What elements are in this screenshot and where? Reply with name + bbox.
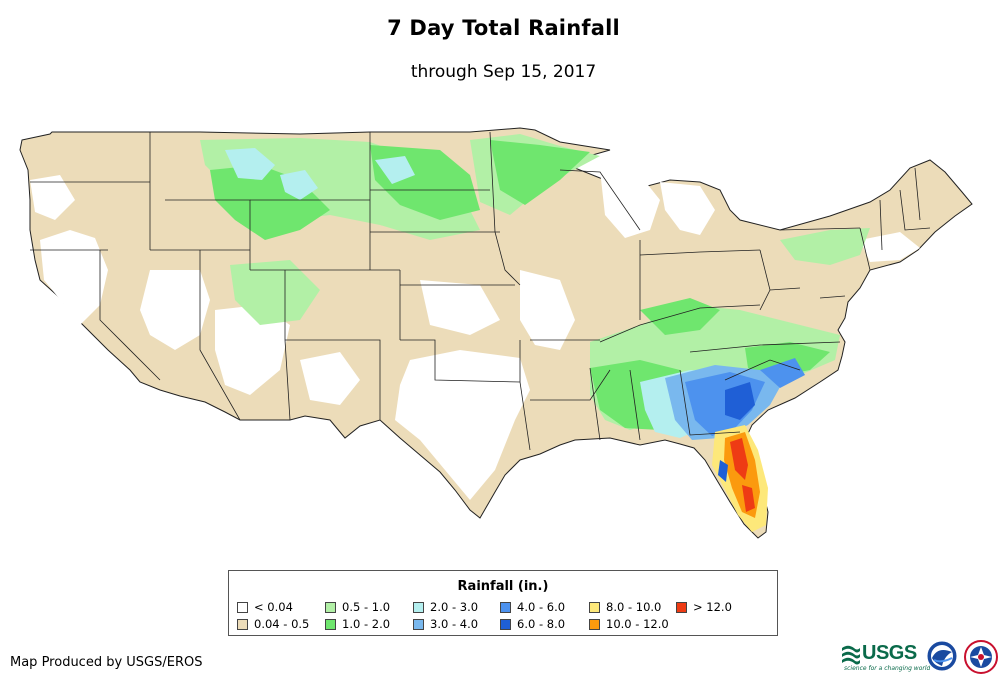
- legend-swatch: [500, 602, 511, 613]
- legend-item: > 12.0: [676, 601, 732, 614]
- florida-heavy-rain: [712, 425, 768, 532]
- dry-regions: [30, 170, 920, 500]
- usgs-wordmark: USGS: [862, 642, 917, 664]
- legend-swatch: [676, 602, 687, 613]
- legend-label: 10.0 - 12.0: [606, 617, 669, 631]
- legend-swatch: [325, 602, 336, 613]
- legend-label: > 12.0: [693, 600, 732, 614]
- legend-swatch: [237, 619, 248, 630]
- map-subtitle: through Sep 15, 2017: [410, 62, 597, 82]
- legend: Rainfall (in.) < 0.04 0.04 - 0.5 0.5 - 1…: [228, 570, 778, 636]
- rain-6-0-8-0: [725, 382, 755, 420]
- legend-item: 0.04 - 0.5: [237, 618, 309, 631]
- legend-title: Rainfall (in.): [457, 579, 549, 594]
- legend-item: 4.0 - 6.0: [500, 601, 565, 614]
- legend-swatch: [325, 619, 336, 630]
- legend-label: 3.0 - 4.0: [430, 617, 479, 631]
- legend-item: 2.0 - 3.0: [413, 601, 478, 614]
- rainfall-map: [19, 127, 973, 539]
- legend-swatch: [237, 602, 248, 613]
- legend-label: 0.5 - 1.0: [342, 600, 391, 614]
- usgs-logo-icon: [842, 645, 860, 665]
- legend-label: < 0.04: [254, 600, 293, 614]
- legend-label: 8.0 - 10.0: [606, 600, 662, 614]
- usgs-tagline: science for a changing world: [844, 665, 931, 672]
- agency-logos: USGS science for a changing world: [842, 638, 1002, 678]
- legend-label: 1.0 - 2.0: [342, 617, 391, 631]
- legend-item: 1.0 - 2.0: [325, 618, 390, 631]
- legend-item: 6.0 - 8.0: [500, 618, 565, 631]
- legend-swatch: [413, 602, 424, 613]
- legend-item: 0.5 - 1.0: [325, 601, 390, 614]
- legend-label: 6.0 - 8.0: [517, 617, 566, 631]
- legend-label: 0.04 - 0.5: [254, 617, 310, 631]
- map-title: 7 Day Total Rainfall: [387, 16, 620, 40]
- legend-item: 3.0 - 4.0: [413, 618, 478, 631]
- state-boundaries: [30, 131, 931, 451]
- legend-item: 8.0 - 10.0: [589, 601, 661, 614]
- noaa-logo-icon: [926, 640, 958, 672]
- legend-item: 10.0 - 12.0: [589, 618, 669, 631]
- legend-label: 2.0 - 3.0: [430, 600, 479, 614]
- legend-swatch: [500, 619, 511, 630]
- nws-logo-icon: [964, 640, 998, 674]
- legend-swatch: [413, 619, 424, 630]
- legend-swatch: [589, 619, 600, 630]
- legend-label: 4.0 - 6.0: [517, 600, 566, 614]
- legend-item: < 0.04: [237, 601, 293, 614]
- legend-swatch: [589, 602, 600, 613]
- map-credit: Map Produced by USGS/EROS: [10, 655, 203, 670]
